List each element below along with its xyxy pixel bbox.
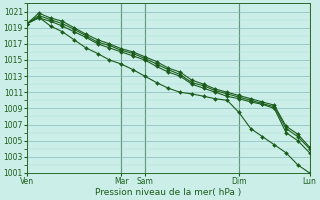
X-axis label: Pression niveau de la mer( hPa ): Pression niveau de la mer( hPa ) xyxy=(95,188,241,197)
